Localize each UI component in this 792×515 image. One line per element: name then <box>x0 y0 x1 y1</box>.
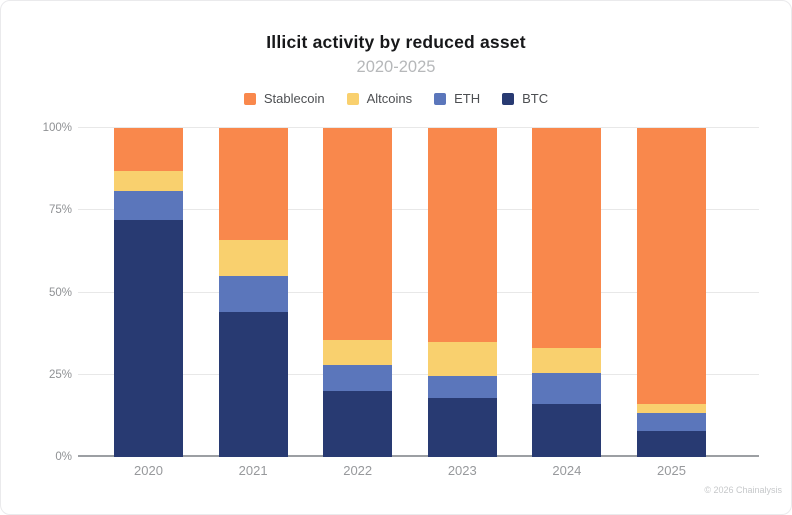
bar-segment-2025-eth <box>636 412 706 431</box>
x-tick-label-2025: 2025 <box>657 463 686 478</box>
bar-segment-2023-altcoins <box>427 341 497 377</box>
gridline-50pct <box>78 291 759 293</box>
bar-segment-2021-eth <box>218 276 288 313</box>
x-tick-label-2020: 2020 <box>134 463 163 478</box>
bar-segment-2024-altcoins <box>532 348 602 374</box>
bars-row <box>78 128 759 457</box>
plot-area: 0% 25% 50% 75% 100% <box>43 122 759 463</box>
bar-segment-2021-stablecoin <box>218 128 288 240</box>
bar-2022 <box>323 128 393 457</box>
legend-swatch-altcoins <box>346 93 359 105</box>
bar-2025 <box>636 128 706 457</box>
bar-segment-2023-eth <box>427 376 497 398</box>
chart-title: Illicit activity by reduced asset <box>266 32 526 52</box>
gridline-75pct <box>78 209 759 211</box>
y-tick-label-100pct: 100% <box>42 122 72 134</box>
bar-segment-2022-altcoins <box>323 340 393 365</box>
bar-segment-2024-eth <box>532 373 602 405</box>
legend-swatch-btc <box>502 93 515 105</box>
bar-segment-2022-btc <box>323 391 393 457</box>
bar-segment-2021-btc <box>218 312 288 457</box>
x-axis-baseline <box>78 455 759 457</box>
bar-segment-2021-altcoins <box>218 239 288 277</box>
footer-credit: © 2026 Chainalysis <box>704 485 782 495</box>
bar-segment-2022-stablecoin <box>323 128 393 341</box>
y-tick-label-50pct: 50% <box>48 286 72 299</box>
bar-2021 <box>218 128 288 457</box>
legend-item-eth: ETH <box>434 91 480 107</box>
chart-subtitle: 2020-2025 <box>356 58 436 76</box>
x-tick-label-2022: 2022 <box>343 463 373 478</box>
bar-segment-2020-stablecoin <box>114 128 183 171</box>
x-tick-label-2024: 2024 <box>552 463 582 478</box>
bar-segment-2020-altcoins <box>114 170 183 191</box>
legend-item-btc: BTC <box>502 91 548 107</box>
bar-2023 <box>427 128 497 457</box>
bar-segment-2025-btc <box>636 430 706 457</box>
gridline-25pct <box>78 373 759 375</box>
bar-segment-2025-altcoins <box>636 404 706 413</box>
x-tick-label-2021: 2021 <box>238 463 268 478</box>
legend-label-btc: BTC <box>522 91 549 106</box>
legend: Stablecoin Altcoins ETH BTC <box>1 91 791 107</box>
y-tick-label-75pct: 75% <box>48 204 72 217</box>
legend-swatch-eth <box>434 93 447 105</box>
legend-item-stablecoin: Stablecoin <box>243 91 325 107</box>
bar-segment-2023-btc <box>427 397 497 457</box>
legend-label-altcoins: Altcoins <box>366 91 413 106</box>
bar-segment-2020-btc <box>114 220 183 457</box>
bar-segment-2020-eth <box>114 190 183 221</box>
legend-item-altcoins: Altcoins <box>346 91 413 107</box>
bar-segment-2024-stablecoin <box>532 128 602 349</box>
bar-2020 <box>114 128 183 457</box>
x-axis-labels: 2020 2021 2022 2023 2024 2025 <box>78 463 759 478</box>
y-tick-label-25pct: 25% <box>48 368 72 381</box>
x-tick-label-2023: 2023 <box>447 463 477 478</box>
bar-segment-2024-btc <box>532 404 602 457</box>
legend-swatch-stablecoin <box>243 93 256 105</box>
legend-label-stablecoin: Stablecoin <box>263 91 325 106</box>
bar-segment-2022-eth <box>323 364 393 392</box>
bar-segment-2025-stablecoin <box>636 128 706 405</box>
gridline-100pct <box>78 127 759 128</box>
bar-2024 <box>532 128 602 457</box>
y-tick-label-0pct: 0% <box>55 451 72 463</box>
bar-segment-2023-stablecoin <box>427 128 497 342</box>
legend-label-eth: ETH <box>454 91 481 106</box>
